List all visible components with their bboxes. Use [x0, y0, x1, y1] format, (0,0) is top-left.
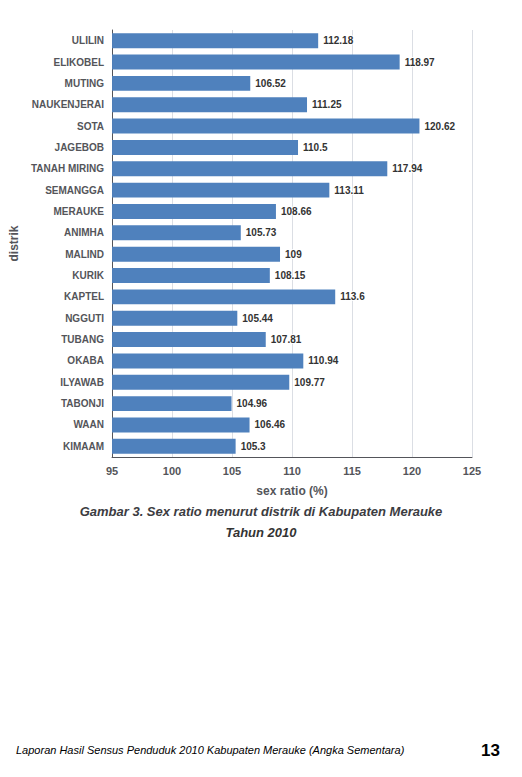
svg-text:104.96: 104.96 — [237, 398, 268, 409]
svg-text:100: 100 — [163, 465, 181, 477]
svg-text:110.94: 110.94 — [308, 355, 338, 366]
svg-text:105.3: 105.3 — [241, 441, 266, 452]
svg-text:KIMAAM: KIMAAM — [63, 441, 104, 452]
svg-text:MUTING: MUTING — [65, 78, 105, 89]
svg-text:SOTA: SOTA — [77, 121, 104, 132]
svg-text:NAUKENJERAI: NAUKENJERAI — [32, 99, 104, 110]
svg-text:106.46: 106.46 — [255, 419, 286, 430]
svg-text:ULILIN: ULILIN — [72, 35, 104, 46]
svg-text:ELIKOBEL: ELIKOBEL — [53, 57, 104, 68]
svg-text:117.94: 117.94 — [392, 163, 422, 174]
svg-text:105: 105 — [223, 465, 241, 477]
svg-text:113.6: 113.6 — [340, 291, 365, 302]
svg-text:110.5: 110.5 — [303, 142, 328, 153]
svg-text:ANIMHA: ANIMHA — [64, 227, 104, 238]
svg-text:Gambar 3. Sex ratio menurut di: Gambar 3. Sex ratio menurut distrik di K… — [80, 504, 443, 519]
svg-text:Tahun 2010: Tahun 2010 — [225, 525, 297, 540]
svg-text:107.81: 107.81 — [271, 334, 302, 345]
svg-text:110: 110 — [283, 465, 301, 477]
svg-text:WAAN: WAAN — [73, 419, 104, 430]
svg-text:TUBANG: TUBANG — [61, 334, 104, 345]
svg-text:112.18: 112.18 — [323, 35, 353, 46]
svg-text:109: 109 — [285, 249, 302, 260]
svg-text:105.73: 105.73 — [246, 227, 277, 238]
svg-text:Laporan Hasil Sensus Penduduk: Laporan Hasil Sensus Penduduk 2010 Kabup… — [16, 744, 405, 756]
svg-text:SEMANGGA: SEMANGGA — [45, 185, 104, 196]
svg-text:TANAH MIRING: TANAH MIRING — [31, 163, 104, 174]
svg-text:MERAUKE: MERAUKE — [53, 206, 104, 217]
svg-text:111.25: 111.25 — [312, 99, 342, 110]
svg-text:KAPTEL: KAPTEL — [64, 291, 104, 302]
svg-text:distrik: distrik — [7, 225, 21, 261]
svg-text:108.15: 108.15 — [275, 270, 306, 281]
svg-text:120: 120 — [403, 465, 421, 477]
svg-text:115: 115 — [343, 465, 361, 477]
svg-text:ILYAWAB: ILYAWAB — [60, 377, 104, 388]
svg-text:125: 125 — [463, 465, 481, 477]
svg-text:MALIND: MALIND — [65, 249, 104, 260]
svg-text:106.52: 106.52 — [255, 78, 286, 89]
svg-text:KURIK: KURIK — [72, 270, 104, 281]
svg-text:120.62: 120.62 — [424, 121, 455, 132]
svg-text:105.44: 105.44 — [242, 313, 273, 324]
svg-text:108.66: 108.66 — [281, 206, 312, 217]
svg-text:OKABA: OKABA — [67, 355, 104, 366]
svg-text:109.77: 109.77 — [294, 377, 325, 388]
svg-text:118.97: 118.97 — [405, 57, 435, 68]
svg-text:13: 13 — [481, 741, 500, 760]
svg-text:113.11: 113.11 — [334, 185, 364, 196]
svg-text:NGGUTI: NGGUTI — [65, 313, 104, 324]
svg-text:JAGEBOB: JAGEBOB — [55, 142, 104, 153]
svg-text:sex ratio (%): sex ratio (%) — [256, 484, 327, 498]
svg-text:TABONJI: TABONJI — [61, 398, 104, 409]
svg-text:95: 95 — [106, 465, 118, 477]
